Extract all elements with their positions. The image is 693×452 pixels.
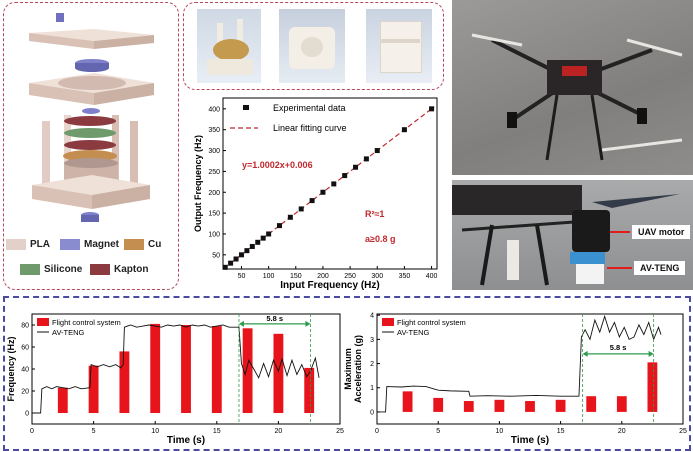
data-point	[331, 181, 337, 187]
y-tick-label: 250	[208, 169, 220, 176]
data-point	[363, 156, 369, 162]
motor-illustration	[452, 185, 680, 286]
legend-label: Silicone	[44, 264, 83, 275]
photo-assembly-closed	[366, 9, 432, 83]
x-tick-label: 100	[263, 273, 275, 280]
pillar	[112, 115, 119, 185]
data-point	[374, 148, 380, 154]
data-point	[309, 198, 315, 204]
kapton-layer	[64, 140, 116, 150]
data-point	[222, 264, 228, 270]
accel-annotation: a≥0.8 g	[365, 234, 395, 244]
x-tick-label: 300	[371, 273, 383, 280]
legend-label: Magnet	[84, 239, 119, 250]
legend-marker-points	[243, 105, 249, 110]
data-point	[287, 214, 293, 220]
base-plate	[32, 175, 150, 195]
pillar	[64, 115, 71, 185]
x-axis-label: Input Frequency (Hz)	[280, 280, 379, 291]
magnet-swatch	[60, 239, 80, 250]
top-magnet	[56, 13, 64, 22]
data-point	[429, 106, 435, 112]
flight-test-panel	[3, 296, 691, 451]
av-teng-label: AV-TENG	[634, 261, 686, 275]
y-axis-label: Output Frequency (Hz)	[193, 135, 203, 232]
legend-label: Kapton	[114, 264, 149, 275]
kapton-layer	[64, 116, 116, 126]
kapton-swatch	[90, 264, 110, 275]
data-point	[401, 127, 407, 133]
drone-photo	[452, 0, 693, 175]
data-point	[238, 252, 244, 258]
data-point	[298, 206, 304, 212]
y-tick-label: 50	[212, 252, 220, 259]
x-tick-label: 400	[426, 273, 438, 280]
r2-annotation: R²≈1	[365, 209, 384, 219]
y-tick-label: 300	[208, 148, 220, 155]
legend-cu: Cu	[124, 239, 161, 250]
data-point	[276, 223, 282, 229]
y-tick-label: 350	[208, 127, 220, 134]
pillar	[42, 121, 50, 189]
legend-label-points: Experimental data	[273, 103, 346, 113]
legend-label: Cu	[148, 239, 162, 250]
silicone-swatch	[20, 264, 40, 275]
legend-magnet: Magnet	[60, 239, 119, 250]
silicone-layer	[64, 128, 116, 138]
prototype-photos-panel	[183, 2, 444, 90]
drone-illustration	[471, 33, 683, 161]
pla-swatch	[6, 239, 26, 250]
equation-annotation: y=1.0002x+0.006	[242, 160, 313, 170]
legend-pla: PLA	[6, 239, 50, 250]
data-point	[255, 239, 261, 245]
legend-label-fit: Linear fitting curve	[273, 123, 347, 133]
x-tick-label: 150	[290, 273, 302, 280]
pillar	[130, 121, 138, 189]
exploded-structure-diagram	[29, 13, 154, 222]
cu-swatch	[124, 239, 144, 250]
data-point	[228, 260, 234, 266]
x-tick-label: 50	[238, 273, 246, 280]
y-tick-label: 400	[208, 106, 220, 113]
data-point	[342, 173, 348, 179]
magnet-small	[82, 108, 100, 114]
x-tick-label: 250	[344, 273, 356, 280]
photo-assembly-top	[279, 9, 345, 83]
data-point	[244, 248, 250, 254]
data-point	[260, 235, 266, 241]
data-point	[249, 243, 255, 249]
data-point	[353, 164, 359, 170]
y-tick-label: 150	[208, 211, 220, 218]
legend-label: PLA	[30, 239, 50, 250]
y-tick-label: 200	[208, 190, 220, 197]
motor-closeup-photo: UAV motor AV-TENG	[452, 180, 693, 290]
plot-frame	[222, 97, 438, 270]
data-point	[233, 256, 239, 262]
uav-motor-label: UAV motor	[632, 225, 691, 239]
legend-kapton: Kapton	[90, 264, 148, 275]
top-plate	[29, 29, 154, 41]
linear-fit-line	[223, 106, 435, 269]
structure-panel: PLA Magnet Cu Silicone Kapton	[3, 2, 179, 290]
x-tick-label: 200	[317, 273, 329, 280]
legend-silicone: Silicone	[20, 264, 82, 275]
photo-assembly-open	[197, 9, 261, 83]
data-point	[266, 231, 272, 237]
x-tick-label: 350	[399, 273, 411, 280]
data-point	[320, 189, 326, 195]
y-tick-label: 100	[208, 231, 220, 238]
